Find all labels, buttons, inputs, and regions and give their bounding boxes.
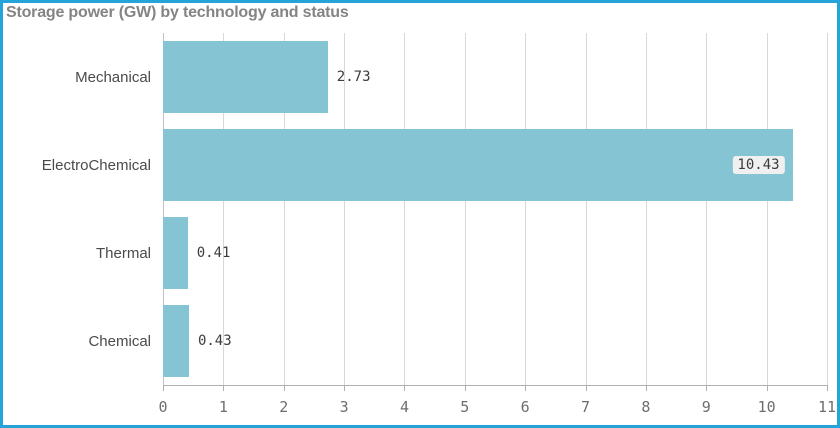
value-label-thermal: 0.41 xyxy=(196,245,231,261)
chart-title: Storage power (GW) by technology and sta… xyxy=(6,4,349,21)
value-label-mechanical: 2.73 xyxy=(336,69,371,85)
x-tick-label-8: 8 xyxy=(641,398,651,416)
gridline-8 xyxy=(645,33,647,385)
x-tick-label-2: 2 xyxy=(279,398,289,416)
x-tick-mark-5 xyxy=(464,385,466,391)
gridline-3 xyxy=(344,33,346,385)
x-tick-mark-3 xyxy=(344,385,346,391)
plot-area: 2.73 10.43 0.41 0.43 xyxy=(163,33,828,386)
bar-electrochemical[interactable] xyxy=(163,129,793,201)
gridline-6 xyxy=(525,33,527,385)
y-axis-category-labels: Mechanical ElectroChemical Thermal Chemi… xyxy=(3,33,153,385)
category-label-chemical: Chemical xyxy=(88,332,151,350)
bar-rows: 2.73 10.43 0.41 0.43 xyxy=(163,33,827,385)
x-tick-label-7: 7 xyxy=(581,398,591,416)
gridline-0 xyxy=(163,33,164,385)
gridline-5 xyxy=(464,33,466,385)
gridline-11 xyxy=(827,33,828,385)
gridline-10 xyxy=(766,33,768,385)
bar-row-electrochemical: 10.43 xyxy=(163,121,827,209)
x-tick-mark-6 xyxy=(525,385,527,391)
gridline-4 xyxy=(404,33,406,385)
value-label-electrochemical: 10.43 xyxy=(732,156,785,174)
x-tick-label-3: 3 xyxy=(339,398,349,416)
bar-row-mechanical: 2.73 xyxy=(163,33,827,121)
x-tick-label-9: 9 xyxy=(701,398,711,416)
category-label-electrochemical: ElectroChemical xyxy=(41,156,151,174)
bar-chemical[interactable] xyxy=(163,305,189,377)
gridline-9 xyxy=(706,33,708,385)
x-tick-mark-7 xyxy=(585,385,587,391)
gridline-2 xyxy=(283,33,285,385)
x-tick-label-10: 10 xyxy=(757,398,776,416)
x-tick-mark-1 xyxy=(223,385,225,391)
bar-thermal[interactable] xyxy=(163,217,188,289)
category-label-thermal: Thermal xyxy=(95,244,151,262)
x-tick-mark-9 xyxy=(706,385,708,391)
category-label-mechanical: Mechanical xyxy=(75,68,151,86)
x-tick-label-5: 5 xyxy=(460,398,470,416)
x-tick-mark-0 xyxy=(163,385,164,391)
x-tick-mark-8 xyxy=(645,385,647,391)
x-tick-mark-2 xyxy=(283,385,285,391)
gridline-1 xyxy=(223,33,225,385)
x-tick-label-11: 11 xyxy=(817,398,837,416)
x-tick-mark-4 xyxy=(404,385,406,391)
bar-row-thermal: 0.41 xyxy=(163,209,827,297)
x-tick-mark-11 xyxy=(827,385,828,391)
x-tick-label-6: 6 xyxy=(520,398,530,416)
x-tick-label-0: 0 xyxy=(158,398,168,416)
x-tick-label-1: 1 xyxy=(218,398,228,416)
x-tick-label-4: 4 xyxy=(399,398,409,416)
bar-mechanical[interactable] xyxy=(163,41,328,113)
x-axis: 0 1 2 3 4 5 6 7 8 9 10 11 xyxy=(158,385,836,425)
value-label-chemical: 0.43 xyxy=(197,333,232,349)
gridline-7 xyxy=(585,33,587,385)
x-tick-mark-10 xyxy=(766,385,768,391)
bar-row-chemical: 0.43 xyxy=(163,297,827,385)
